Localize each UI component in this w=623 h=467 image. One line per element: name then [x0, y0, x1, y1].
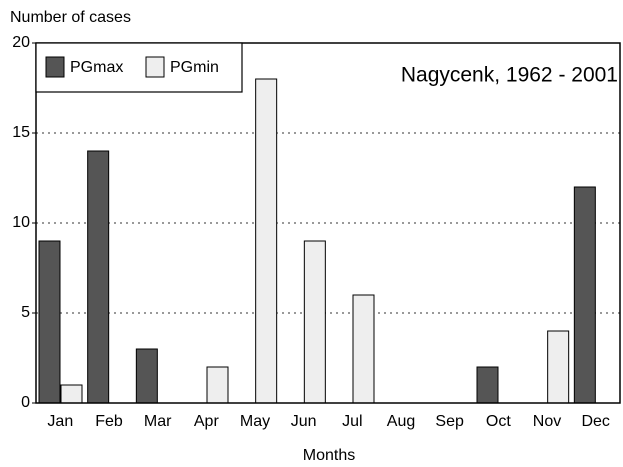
y-axis-label: Number of cases [10, 9, 131, 26]
x-tick-label: Nov [533, 413, 561, 430]
x-tick-label: Jun [291, 413, 317, 430]
bar [135, 348, 158, 404]
bar [476, 366, 499, 404]
y-tick-label: 10 [12, 214, 30, 231]
x-tick-label: Sep [435, 413, 464, 430]
bar [547, 330, 570, 404]
legend-label: PGmax [70, 59, 123, 76]
x-axis-label: Months [303, 447, 355, 464]
bar [87, 150, 110, 404]
x-tick-label: Jul [342, 413, 362, 430]
x-tick-label: Aug [387, 413, 415, 430]
legend-swatch [145, 56, 165, 78]
plot-frame [35, 42, 621, 404]
bar [206, 366, 229, 404]
x-tick-label: Mar [144, 413, 172, 430]
bar [60, 384, 83, 404]
legend-swatch [45, 56, 65, 78]
bar [255, 78, 278, 404]
x-tick-label: Dec [581, 413, 609, 430]
chart-title: Nagycenk, 1962 - 2001 [401, 64, 618, 87]
bar [38, 240, 61, 404]
bar [303, 240, 326, 404]
x-tick-label: May [240, 413, 270, 430]
x-tick-label: Apr [194, 413, 220, 430]
y-tick-label: 20 [12, 34, 30, 51]
legend-label: PGmin [170, 59, 219, 76]
x-tick-label: Oct [486, 413, 511, 430]
legend-box [35, 42, 243, 93]
x-tick-label: Feb [95, 413, 123, 430]
bar [352, 294, 375, 404]
bar [573, 186, 596, 404]
x-tick-label: Jan [47, 413, 73, 430]
y-tick-label: 5 [21, 304, 30, 321]
y-tick-label: 0 [21, 394, 30, 411]
y-tick-label: 15 [12, 124, 30, 141]
